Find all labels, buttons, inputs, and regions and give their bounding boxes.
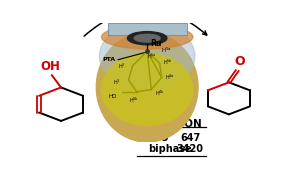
Text: biphase: biphase — [148, 144, 192, 154]
Text: H₂O: H₂O — [148, 133, 169, 143]
Text: O: O — [235, 55, 245, 68]
Text: OH: OH — [41, 60, 61, 73]
Text: 3420: 3420 — [177, 144, 204, 154]
Text: TON: TON — [178, 119, 203, 129]
FancyArrowPatch shape — [84, 9, 207, 36]
Text: 647: 647 — [180, 133, 200, 143]
